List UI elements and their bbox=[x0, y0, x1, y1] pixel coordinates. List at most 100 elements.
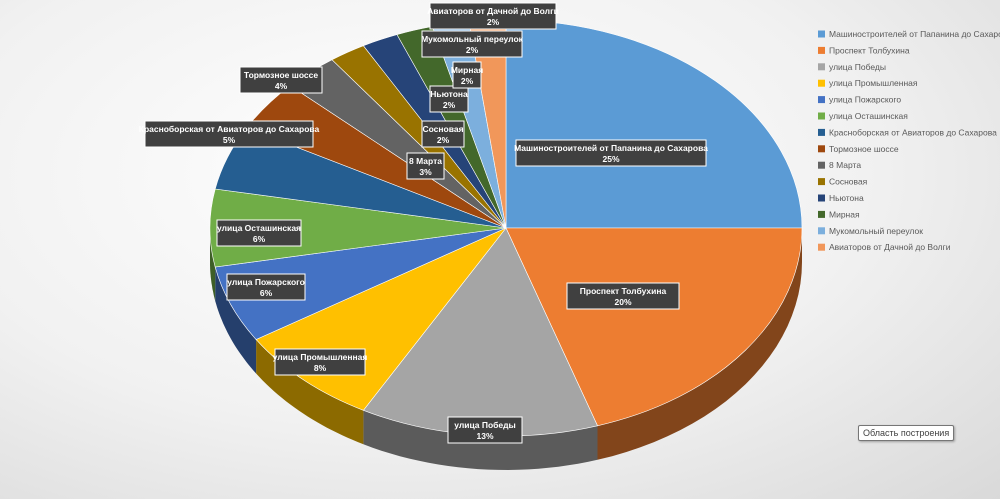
legend-swatch bbox=[818, 96, 825, 104]
legend-item[interactable]: 8 Марта bbox=[818, 160, 861, 170]
data-label-value: 2% bbox=[437, 135, 450, 145]
legend-swatch bbox=[818, 243, 825, 251]
pie-slice[interactable] bbox=[505, 19, 803, 229]
legend-item[interactable]: Машиностроителей от Папанина до Сахарова bbox=[818, 29, 1000, 39]
legend-swatch bbox=[818, 145, 825, 153]
legend-swatch bbox=[818, 161, 825, 169]
data-label-value: 20% bbox=[614, 297, 631, 307]
data-label-value: 2% bbox=[443, 100, 456, 110]
data-label-box bbox=[421, 120, 465, 148]
legend-item[interactable]: Красноборская от Авиаторов до Сахарова bbox=[818, 127, 997, 137]
data-label-box bbox=[515, 139, 707, 167]
data-label-category: улица Пожарского bbox=[227, 277, 305, 287]
data-label-value: 2% bbox=[487, 17, 500, 27]
legend-swatch bbox=[818, 178, 825, 186]
data-label[interactable]: Машиностроителей от Папанина до Сахарова… bbox=[514, 139, 708, 167]
legend-swatch bbox=[818, 112, 825, 120]
data-label-box bbox=[566, 282, 680, 310]
data-label-category: Машиностроителей от Папанина до Сахарова bbox=[514, 143, 708, 153]
data-label-box bbox=[216, 219, 302, 247]
data-label-box bbox=[406, 152, 445, 180]
legend[interactable]: Машиностроителей от Папанина до Сахарова… bbox=[818, 29, 1000, 252]
legend-label: Мирная bbox=[829, 209, 860, 219]
data-label-box bbox=[429, 2, 557, 30]
legend-label: Машиностроителей от Папанина до Сахарова bbox=[829, 29, 1000, 39]
data-label-value: 13% bbox=[476, 431, 493, 441]
data-label-box bbox=[452, 61, 482, 89]
pie-slice-side bbox=[597, 228, 802, 460]
legend-label: Проспект Толбухина bbox=[829, 45, 910, 55]
data-label-box bbox=[226, 273, 306, 301]
data-label-box bbox=[274, 348, 366, 376]
legend-swatch bbox=[818, 227, 825, 235]
legend-label: Ньютона bbox=[829, 193, 864, 203]
data-label-category: улица Промышленная bbox=[273, 352, 368, 362]
legend-label: Тормозное шоссе bbox=[829, 144, 899, 154]
data-label-category: улица Победы bbox=[454, 420, 516, 430]
data-label-category: Тормозное шоссе bbox=[244, 70, 318, 80]
pie-slices bbox=[209, 19, 803, 437]
legend-item[interactable]: улица Победы bbox=[818, 62, 886, 72]
data-label-category: Красноборская от Авиаторов до Сахарова bbox=[139, 124, 320, 134]
data-label-category: Авиаторов от Дачной до Волги bbox=[427, 6, 559, 16]
data-label-box bbox=[429, 85, 469, 113]
data-label-category: Мирная bbox=[451, 65, 483, 75]
legend-label: улица Осташинская bbox=[829, 111, 908, 121]
data-label-category: Ньютона bbox=[430, 89, 468, 99]
data-label-category: Проспект Толбухина bbox=[580, 286, 667, 296]
legend-item[interactable]: Авиаторов от Дачной до Волги bbox=[818, 242, 951, 252]
legend-label: улица Промышленная bbox=[829, 78, 918, 88]
pie-slice[interactable] bbox=[505, 227, 803, 427]
legend-swatch bbox=[818, 210, 825, 218]
legend-label: Авиаторов от Дачной до Волги bbox=[829, 242, 951, 252]
legend-swatch bbox=[818, 46, 825, 54]
legend-label: Сосновая bbox=[829, 177, 868, 187]
legend-label: 8 Марта bbox=[829, 160, 861, 170]
data-label-value: 6% bbox=[260, 288, 273, 298]
legend-label: Красноборская от Авиаторов до Сахарова bbox=[829, 127, 997, 137]
data-label-category: 8 Марта bbox=[409, 156, 442, 166]
data-label-box bbox=[239, 66, 323, 94]
legend-item[interactable]: Мукомольный переулок bbox=[818, 226, 923, 236]
plot-area-tooltip: Область построения bbox=[858, 425, 955, 441]
legend-swatch bbox=[818, 63, 825, 71]
legend-item[interactable]: Ньютона bbox=[818, 193, 864, 203]
data-label-value: 25% bbox=[602, 154, 619, 164]
legend-swatch bbox=[818, 128, 825, 136]
data-label-value: 6% bbox=[253, 234, 266, 244]
data-label-value: 5% bbox=[223, 135, 236, 145]
data-label-category: Сосновая bbox=[422, 124, 463, 134]
legend-label: улица Пожарского bbox=[829, 95, 901, 105]
legend-item[interactable]: улица Пожарского bbox=[818, 95, 901, 105]
data-label-value: 8% bbox=[314, 363, 327, 373]
data-label-box bbox=[421, 30, 523, 58]
legend-item[interactable]: Проспект Толбухина bbox=[818, 45, 910, 55]
legend-item[interactable]: Мирная bbox=[818, 209, 860, 219]
pie-slice-side bbox=[215, 267, 257, 374]
data-label-value: 2% bbox=[461, 76, 474, 86]
data-label-category: Мукомольный переулок bbox=[421, 34, 524, 44]
legend-item[interactable]: Тормозное шоссе bbox=[818, 144, 899, 154]
legend-label: Мукомольный переулок bbox=[829, 226, 923, 236]
legend-item[interactable]: улица Осташинская bbox=[818, 111, 908, 121]
legend-item[interactable]: улица Промышленная bbox=[818, 78, 918, 88]
data-label-value: 3% bbox=[419, 167, 432, 177]
legend-item[interactable]: Сосновая bbox=[818, 177, 868, 187]
data-label-box bbox=[447, 416, 523, 444]
legend-swatch bbox=[818, 30, 825, 38]
data-label-category: улица Осташинская bbox=[217, 223, 301, 233]
